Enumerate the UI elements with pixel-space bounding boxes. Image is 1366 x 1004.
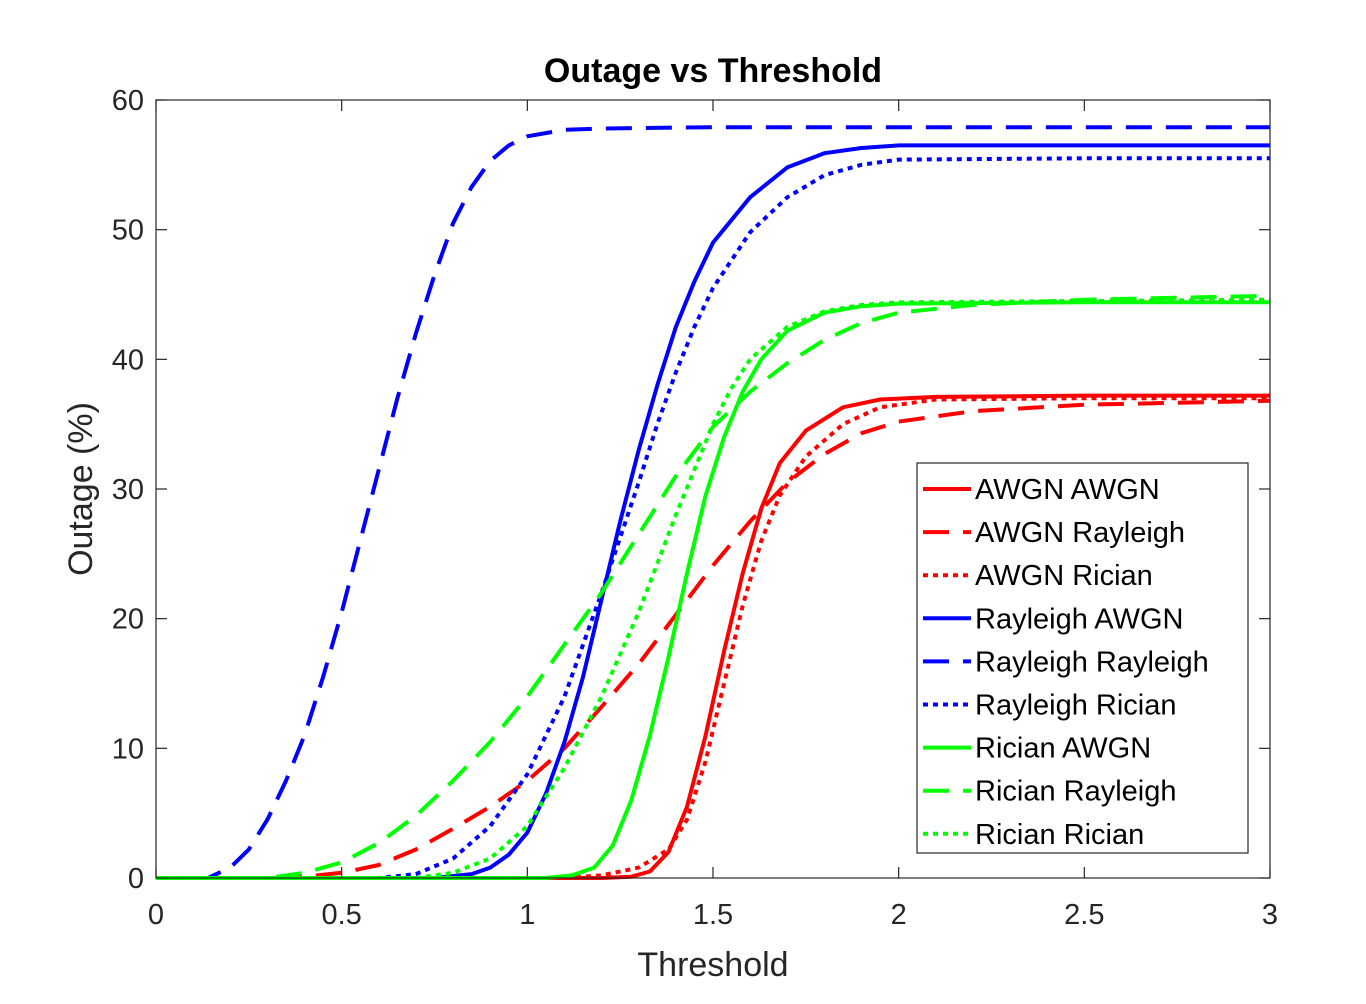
y-tick-label: 10: [112, 733, 144, 765]
y-axis-title: Outage (%): [62, 402, 100, 576]
legend-entry-label: AWGN AWGN: [975, 474, 1160, 506]
y-tick-label: 40: [112, 344, 144, 376]
series-line-2: [156, 396, 1270, 880]
legend-box: [916, 462, 1249, 854]
y-tick-label: 30: [112, 474, 144, 506]
x-axis-title: Threshold: [637, 946, 788, 984]
x-axis: 0 0.5 1 1.5 2 2.5 3: [148, 100, 1278, 931]
series-line-4: [156, 125, 1270, 880]
x-tick-label: 0.5: [322, 899, 362, 931]
legend-entry-label: Rician Rayleigh: [975, 776, 1177, 808]
x-tick-label: 1: [519, 899, 535, 931]
series-line-0: [156, 393, 1270, 880]
legend-entry-label: Rayleigh Rayleigh: [975, 646, 1209, 678]
y-axis: 0 10 20 30 40 50 60: [112, 85, 1270, 895]
y-tick-label: 60: [112, 85, 144, 117]
series-line-3: [156, 143, 1270, 880]
plot-area: 0 0.5 1 1.5 2 2.5 3 0 10 20 30 40 50 60: [112, 85, 1278, 931]
series-line-5: [156, 156, 1270, 880]
legend-entry-label: Rayleigh AWGN: [975, 603, 1183, 635]
x-tick-label: 2.5: [1064, 899, 1104, 931]
legend-entry-label: Rician AWGN: [975, 733, 1151, 765]
series-line-8: [156, 297, 1271, 880]
x-tick-label: 2: [891, 899, 907, 931]
legend-entry-label: Rician Rician: [975, 819, 1144, 851]
series-layer: [156, 125, 1271, 880]
chart-title: Outage vs Threshold: [544, 52, 882, 90]
y-tick-label: 50: [112, 215, 144, 247]
y-tick-label: 0: [128, 863, 144, 895]
legend-entry-label: AWGN Rician: [975, 560, 1153, 592]
x-tick-label: 0: [148, 899, 164, 931]
x-tick-label: 3: [1262, 899, 1278, 931]
series-line-7: [156, 293, 1271, 880]
legend-entry-label: AWGN Rayleigh: [975, 517, 1185, 549]
y-tick-label: 20: [112, 604, 144, 636]
series-line-1: [156, 398, 1271, 880]
legend: AWGN AWGN AWGN Rayleigh AWGN Rician Rayleig…: [916, 462, 1249, 854]
x-tick-label: 1.5: [693, 899, 733, 931]
legend-entry-label: Rayleigh Rician: [975, 690, 1177, 722]
